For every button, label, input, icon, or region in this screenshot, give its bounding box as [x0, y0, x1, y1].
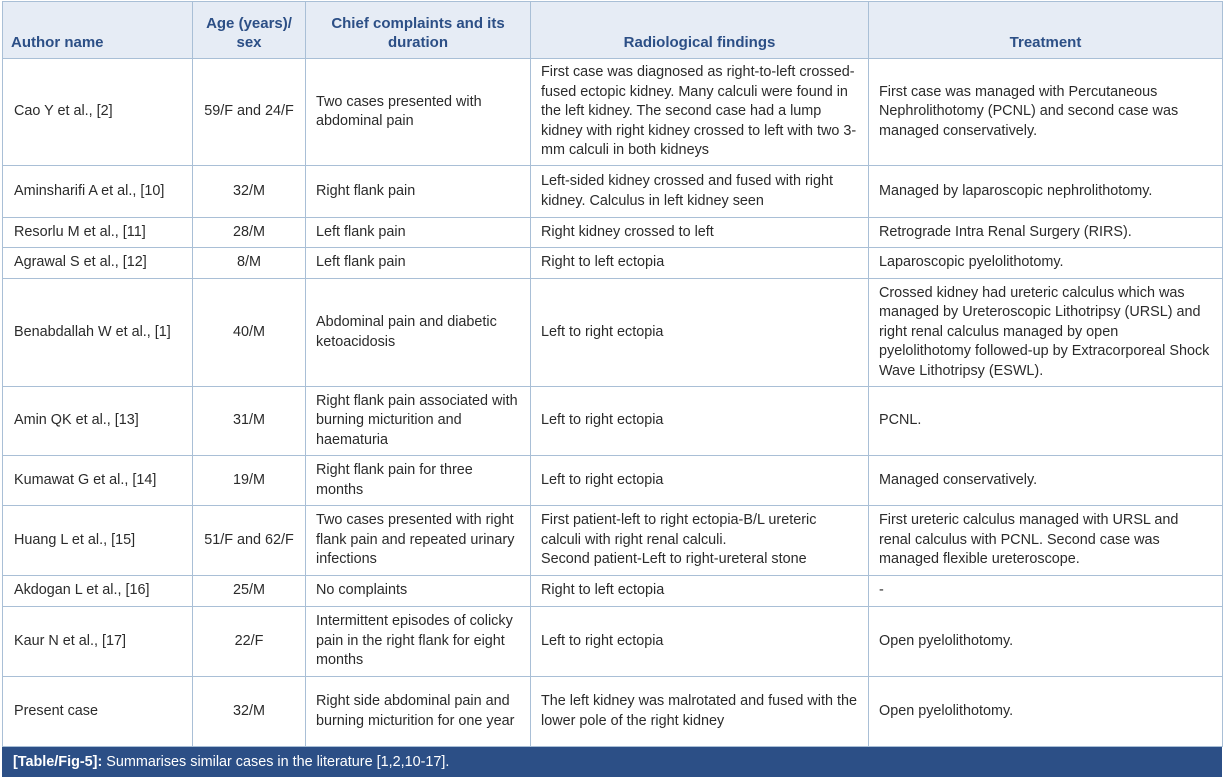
caption-label: [Table/Fig-5]:	[13, 754, 103, 770]
header-treatment: Treatment	[868, 1, 1223, 59]
header-complaints: Chief complaints and its duration	[305, 1, 531, 59]
complaints-cell: Right side abdominal pain and burning mi…	[305, 676, 531, 747]
treatment-cell: PCNL.	[868, 386, 1223, 456]
table-row: Amin QK et al., [13] 31/M Right flank pa…	[2, 386, 1223, 456]
author-cell: Resorlu M et al., [11]	[2, 217, 193, 248]
author-cell: Akdogan L et al., [16]	[2, 575, 193, 607]
table-caption: [Table/Fig-5]: Summarises similar cases …	[2, 747, 1222, 777]
complaints-cell: Right flank pain for three months	[305, 455, 531, 506]
radiology-cell: Left to right ectopia	[530, 278, 869, 387]
author-cell: Present case	[2, 676, 193, 747]
table-row: Agrawal S et al., [12] 8/M Left flank pa…	[2, 247, 1223, 279]
radiology-cell: Left-sided kidney crossed and fused with…	[530, 165, 869, 218]
age-cell: 8/M	[192, 247, 306, 279]
complaints-cell: Right flank pain associated with burning…	[305, 386, 531, 456]
author-cell: Aminsharifi A et al., [10]	[2, 165, 193, 218]
author-cell: Kumawat G et al., [14]	[2, 455, 193, 506]
age-cell: 32/M	[192, 165, 306, 218]
radiology-cell: Left to right ectopia	[530, 386, 869, 456]
radiology-cell: Right kidney crossed to left	[530, 217, 869, 248]
table-row: Kaur N et al., [17] 22/F Intermittent ep…	[2, 606, 1223, 677]
author-cell: Cao Y et al., [2]	[2, 58, 193, 166]
author-cell: Agrawal S et al., [12]	[2, 247, 193, 279]
complaints-cell: Intermittent episodes of colicky pain in…	[305, 606, 531, 677]
radiology-line: Second patient-Left to right-ureteral st…	[541, 551, 807, 568]
radiology-cell: Left to right ectopia	[530, 606, 869, 677]
cases-table: Author name Age (years)/ sex Chief compl…	[2, 1, 1223, 747]
treatment-cell: First case was managed with Percutaneous…	[868, 58, 1223, 166]
treatment-cell: -	[868, 575, 1223, 607]
radiology-line: First patient-left to right ectopia-B/L …	[541, 512, 817, 548]
complaints-cell: Two cases presented with right flank pai…	[305, 505, 531, 576]
radiology-cell: First case was diagnosed as right-to-lef…	[530, 58, 869, 166]
treatment-cell: Managed by laparoscopic nephrolithotomy.	[868, 165, 1223, 218]
age-cell: 28/M	[192, 217, 306, 248]
header-row: Author name Age (years)/ sex Chief compl…	[2, 1, 1223, 59]
treatment-cell: Open pyelolithotomy.	[868, 676, 1223, 747]
age-cell: 32/M	[192, 676, 306, 747]
table-row: Cao Y et al., [2] 59/F and 24/F Two case…	[2, 58, 1223, 166]
complaints-cell: Right flank pain	[305, 165, 531, 218]
treatment-cell: Crossed kidney had ureteric calculus whi…	[868, 278, 1223, 387]
complaints-cell: Left flank pain	[305, 247, 531, 279]
header-age: Age (years)/ sex	[192, 1, 306, 59]
treatment-cell: Open pyelolithotomy.	[868, 606, 1223, 677]
author-cell: Kaur N et al., [17]	[2, 606, 193, 677]
header-author: Author name	[2, 1, 193, 59]
treatment-cell: Managed conservatively.	[868, 455, 1223, 506]
table-row: Resorlu M et al., [11] 28/M Left flank p…	[2, 217, 1223, 248]
treatment-cell: Retrograde Intra Renal Surgery (RIRS).	[868, 217, 1223, 248]
table-row: Present case 32/M Right side abdominal p…	[2, 676, 1223, 747]
radiology-cell: Right to left ectopia	[530, 575, 869, 607]
age-cell: 25/M	[192, 575, 306, 607]
author-cell: Benabdallah W et al., [1]	[2, 278, 193, 387]
complaints-cell: Two cases presented with abdominal pain	[305, 58, 531, 166]
table-row: Huang L et al., [15] 51/F and 62/F Two c…	[2, 505, 1223, 576]
complaints-cell: Abdominal pain and diabetic ketoacidosis	[305, 278, 531, 387]
radiology-cell: First patient-left to right ectopia-B/L …	[530, 505, 869, 576]
radiology-cell: Left to right ectopia	[530, 455, 869, 506]
table-row: Benabdallah W et al., [1] 40/M Abdominal…	[2, 278, 1223, 387]
age-cell: 22/F	[192, 606, 306, 677]
treatment-cell: Laparoscopic pyelolithotomy.	[868, 247, 1223, 279]
treatment-cell: First ureteric calculus managed with URS…	[868, 505, 1223, 576]
table-row: Akdogan L et al., [16] 25/M No complaint…	[2, 575, 1223, 607]
age-cell: 40/M	[192, 278, 306, 387]
author-cell: Amin QK et al., [13]	[2, 386, 193, 456]
caption-text: Summarises similar cases in the literatu…	[106, 754, 450, 770]
age-cell: 19/M	[192, 455, 306, 506]
age-cell: 51/F and 62/F	[192, 505, 306, 576]
age-cell: 31/M	[192, 386, 306, 456]
radiology-cell: The left kidney was malrotated and fused…	[530, 676, 869, 747]
complaints-cell: Left flank pain	[305, 217, 531, 248]
table-row: Aminsharifi A et al., [10] 32/M Right fl…	[2, 165, 1223, 218]
complaints-cell: No complaints	[305, 575, 531, 607]
radiology-cell: Right to left ectopia	[530, 247, 869, 279]
table-row: Kumawat G et al., [14] 19/M Right flank …	[2, 455, 1223, 506]
age-cell: 59/F and 24/F	[192, 58, 306, 166]
author-cell: Huang L et al., [15]	[2, 505, 193, 576]
header-radiology: Radiological findings	[530, 1, 869, 59]
